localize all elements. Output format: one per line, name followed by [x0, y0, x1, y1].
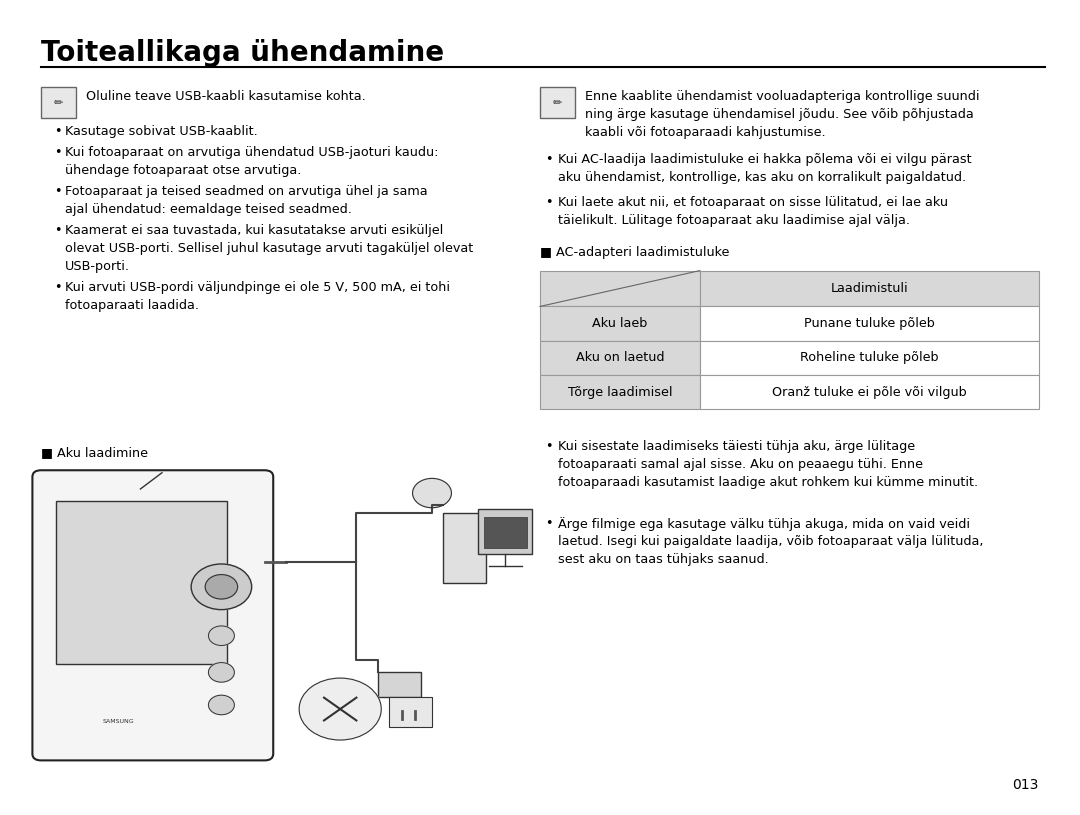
- Text: Aku laeb: Aku laeb: [592, 317, 648, 330]
- Circle shape: [413, 478, 451, 508]
- Text: ■ AC-adapteri laadimistuluke: ■ AC-adapteri laadimistuluke: [540, 246, 729, 259]
- FancyBboxPatch shape: [32, 470, 273, 760]
- Text: fotoaparaadi kasutamist laadige akut rohkem kui kümme minutit.: fotoaparaadi kasutamist laadige akut roh…: [558, 476, 978, 489]
- Text: •: •: [54, 185, 62, 198]
- Circle shape: [208, 695, 234, 715]
- Text: •: •: [54, 146, 62, 159]
- Text: Toiteallikaga ühendamine: Toiteallikaga ühendamine: [41, 39, 444, 67]
- Text: Punane tuluke põleb: Punane tuluke põleb: [804, 317, 935, 330]
- Text: Enne kaablite ühendamist vooluadapteriga kontrollige suundi: Enne kaablite ühendamist vooluadapteriga…: [585, 90, 980, 103]
- Bar: [700, 375, 1039, 409]
- Text: •: •: [545, 440, 553, 453]
- Bar: [540, 271, 700, 306]
- Bar: [478, 509, 532, 554]
- Bar: [389, 697, 432, 727]
- Text: Aku on laetud: Aku on laetud: [576, 351, 664, 364]
- Text: ✏: ✏: [54, 98, 63, 108]
- Text: Laadimistuli: Laadimistuli: [831, 282, 908, 295]
- Text: ajal ühendatud: eemaldage teised seadmed.: ajal ühendatud: eemaldage teised seadmed…: [65, 203, 352, 216]
- Text: Fotoaparaat ja teised seadmed on arvutiga ühel ja sama: Fotoaparaat ja teised seadmed on arvutig…: [65, 185, 428, 198]
- Bar: [56, 501, 227, 664]
- Text: laetud. Isegi kui paigaldate laadija, võib fotoaparaat välja lülituda,: laetud. Isegi kui paigaldate laadija, võ…: [558, 535, 984, 548]
- Text: •: •: [54, 281, 62, 294]
- Bar: [540, 87, 575, 118]
- Circle shape: [299, 678, 381, 740]
- Bar: [540, 306, 700, 341]
- Text: 013: 013: [1013, 778, 1039, 792]
- Text: fotoaparaati laadida.: fotoaparaati laadida.: [65, 299, 199, 312]
- Bar: [540, 375, 700, 409]
- Text: fotoaparaati samal ajal sisse. Aku on peaaegu tühi. Enne: fotoaparaati samal ajal sisse. Aku on pe…: [558, 458, 923, 471]
- Text: Kui fotoaparaat on arvutiga ühendatud USB-jaoturi kaudu:: Kui fotoaparaat on arvutiga ühendatud US…: [65, 146, 438, 159]
- Text: Roheline tuluke põleb: Roheline tuluke põleb: [800, 351, 939, 364]
- Bar: [700, 271, 1039, 306]
- Text: Kasutage sobivat USB-kaablit.: Kasutage sobivat USB-kaablit.: [65, 125, 257, 138]
- Text: •: •: [545, 517, 553, 530]
- Circle shape: [191, 564, 252, 610]
- Text: •: •: [545, 153, 553, 166]
- Text: USB-porti.: USB-porti.: [65, 260, 130, 273]
- Bar: [700, 306, 1039, 341]
- Text: Oranž tuluke ei põle või vilgub: Oranž tuluke ei põle või vilgub: [772, 385, 967, 399]
- Text: kaabli või fotoaparaadi kahjustumise.: kaabli või fotoaparaadi kahjustumise.: [585, 126, 826, 139]
- Text: ühendage fotoaparaat otse arvutiga.: ühendage fotoaparaat otse arvutiga.: [65, 164, 301, 177]
- Text: Kaamerat ei saa tuvastada, kui kasutatakse arvuti esiküljel: Kaamerat ei saa tuvastada, kui kasutatak…: [65, 224, 443, 237]
- Text: •: •: [54, 125, 62, 138]
- Circle shape: [208, 626, 234, 645]
- Text: sest aku on taas tühjaks saanud.: sest aku on taas tühjaks saanud.: [558, 553, 769, 566]
- Text: ■ Aku laadimine: ■ Aku laadimine: [41, 446, 148, 459]
- Text: SAMSUNG: SAMSUNG: [103, 719, 135, 724]
- Text: Tõrge laadimisel: Tõrge laadimisel: [568, 385, 672, 399]
- Text: ✏: ✏: [553, 98, 562, 108]
- Bar: [540, 341, 700, 375]
- Text: Kui AC-laadija laadimistuluke ei hakka põlema või ei vilgu pärast: Kui AC-laadija laadimistuluke ei hakka p…: [558, 153, 972, 166]
- Text: Ärge filmige ega kasutage välku tühja akuga, mida on vaid veidi: Ärge filmige ega kasutage välku tühja ak…: [558, 517, 970, 531]
- Text: ning ärge kasutage ühendamisel jõudu. See võib põhjustada: ning ärge kasutage ühendamisel jõudu. Se…: [585, 108, 974, 121]
- Text: olevat USB-porti. Sellisel juhul kasutage arvuti tagaküljel olevat: olevat USB-porti. Sellisel juhul kasutag…: [65, 242, 473, 255]
- Circle shape: [208, 663, 234, 682]
- Text: Oluline teave USB-kaabli kasutamise kohta.: Oluline teave USB-kaabli kasutamise koht…: [86, 90, 366, 103]
- Text: •: •: [54, 224, 62, 237]
- Text: •: •: [545, 196, 553, 209]
- Text: Kui arvuti USB-pordi väljundpinge ei ole 5 V, 500 mA, ei tohi: Kui arvuti USB-pordi väljundpinge ei ole…: [65, 281, 449, 294]
- Text: täielikult. Lülitage fotoaparaat aku laadimise ajal välja.: täielikult. Lülitage fotoaparaat aku laa…: [558, 214, 910, 227]
- Bar: [443, 513, 486, 583]
- Bar: [484, 517, 527, 548]
- Text: Kui laete akut nii, et fotoaparaat on sisse lülitatud, ei lae aku: Kui laete akut nii, et fotoaparaat on si…: [558, 196, 948, 209]
- Bar: [700, 341, 1039, 375]
- Circle shape: [205, 575, 238, 599]
- Text: aku ühendamist, kontrollige, kas aku on korralikult paigaldatud.: aku ühendamist, kontrollige, kas aku on …: [558, 171, 967, 184]
- Text: Kui sisestate laadimiseks täiesti tühja aku, ärge lülitage: Kui sisestate laadimiseks täiesti tühja …: [558, 440, 916, 453]
- Bar: [41, 87, 76, 118]
- Bar: [378, 672, 421, 697]
